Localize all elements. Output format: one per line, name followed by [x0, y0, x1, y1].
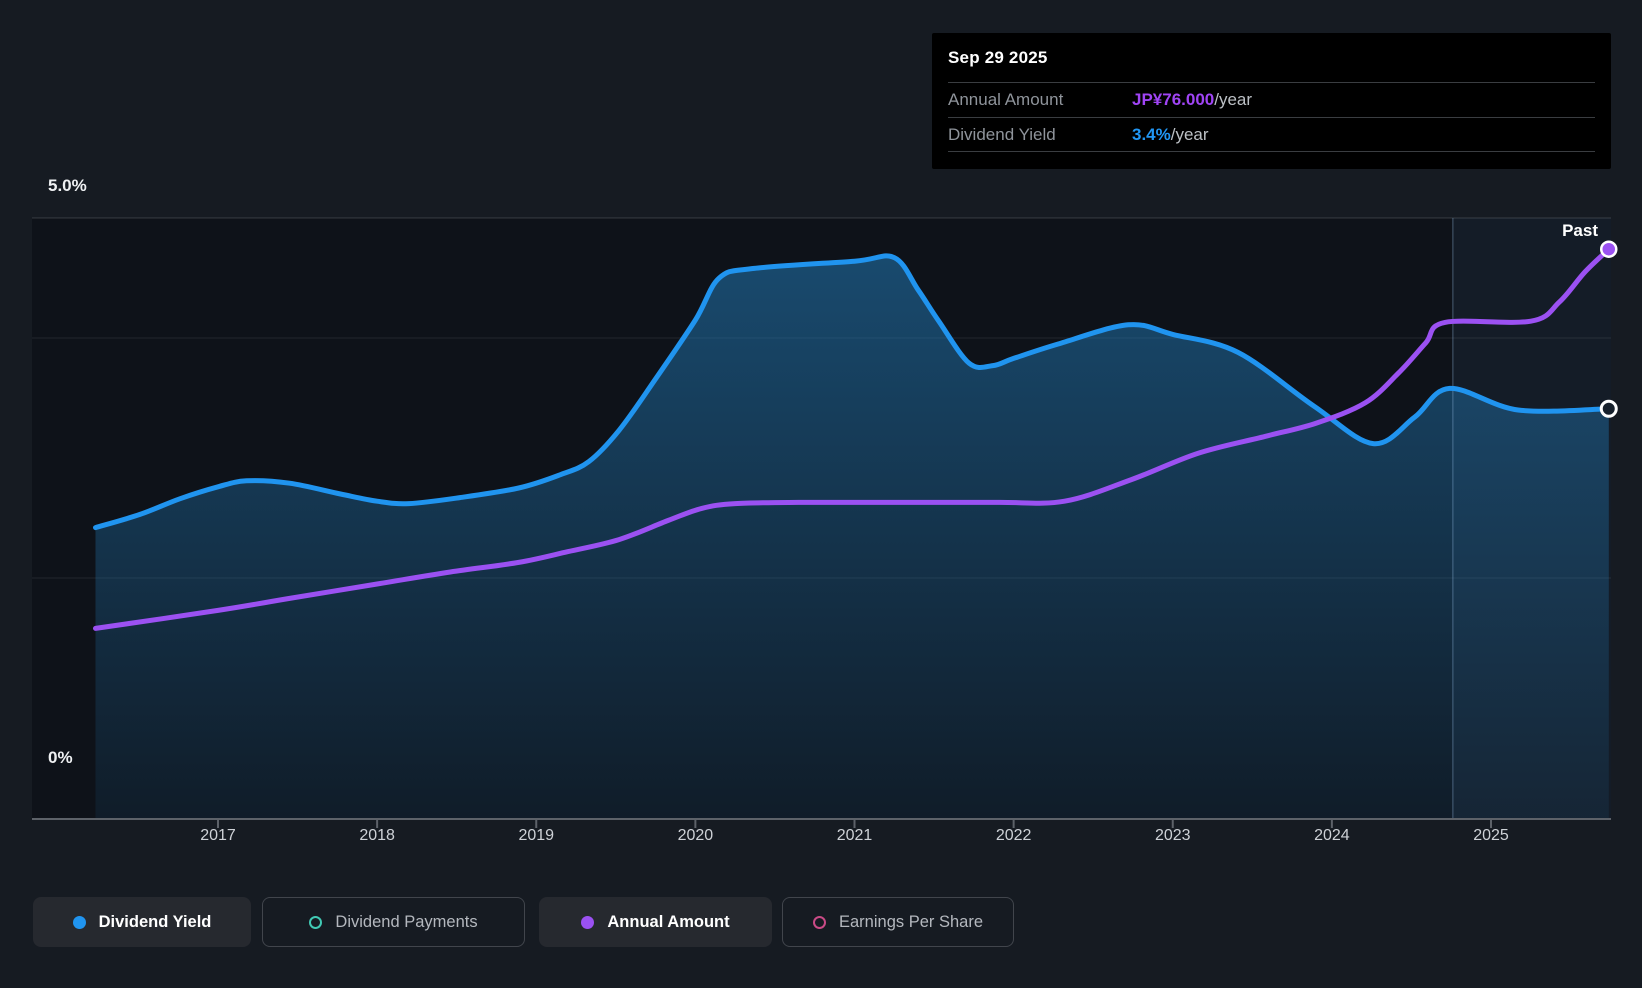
legend-item-earnings-per-share[interactable]: Earnings Per Share — [782, 897, 1014, 947]
legend-label: Dividend Payments — [335, 912, 478, 931]
legend-label: Dividend Yield — [98, 912, 212, 931]
x-axis-label-2021: 2021 — [836, 827, 873, 844]
x-axis-label-2019: 2019 — [518, 827, 555, 844]
annual-amount-dot-icon — [581, 915, 595, 929]
chart-tooltip: Sep 29 2025 Annual Amount JP¥76.000 /yea… — [932, 33, 1611, 169]
y-axis-min-label: 0% — [48, 748, 73, 767]
legend-item-annual-amount[interactable]: Annual Amount — [539, 897, 772, 947]
tooltip-date: Sep 29 2025 — [948, 47, 1048, 67]
dividend-yield-area — [95, 255, 1609, 819]
earnings-per-share-ring-icon — [813, 915, 826, 929]
legend-label: Earnings Per Share — [839, 912, 983, 931]
tooltip-suffix: /year — [1170, 124, 1209, 144]
tooltip-value: 3.4% — [1132, 124, 1171, 144]
x-axis-label-2024: 2024 — [1314, 827, 1350, 844]
x-axis-label-2020: 2020 — [677, 827, 714, 844]
dividend-yield-end-dot[interactable] — [1599, 399, 1618, 418]
legend-label: Annual Amount — [607, 912, 730, 931]
tooltip-suffix: /year — [1214, 90, 1253, 109]
x-axis-label-2022: 2022 — [995, 827, 1032, 844]
annual-amount-end-dot[interactable] — [1600, 240, 1618, 258]
x-axis-label-2018: 2018 — [359, 827, 395, 844]
annual-amount-line[interactable] — [93, 246, 1612, 631]
chart-legend: Dividend Yield Dividend Payments Annual … — [0, 897, 1642, 947]
dividend-yield-line[interactable] — [93, 253, 1612, 531]
dividend-yield-dot-icon — [72, 915, 86, 929]
past-band-label: Past — [1562, 221, 1598, 240]
tooltip-label: Annual Amount — [948, 90, 1064, 109]
x-axis-label-2025: 2025 — [1473, 827, 1509, 844]
x-axis-label-2023: 2023 — [1154, 827, 1191, 844]
tooltip-value: JP¥76.000 — [1132, 90, 1215, 109]
y-axis-max-label: 5.0% — [48, 176, 87, 195]
legend-item-dividend-yield[interactable]: Dividend Yield — [33, 897, 251, 947]
tooltip-row-dividend-yield: Dividend Yield 3.4% /year — [948, 117, 1595, 152]
dividend-payments-ring-icon — [309, 915, 323, 929]
x-axis-label-2017: 2017 — [200, 827, 236, 844]
legend-item-dividend-payments[interactable]: Dividend Payments — [262, 897, 525, 947]
tooltip-row-annual-amount: Annual Amount JP¥76.000 /year — [948, 82, 1595, 117]
tooltip-label: Dividend Yield — [948, 124, 1056, 144]
